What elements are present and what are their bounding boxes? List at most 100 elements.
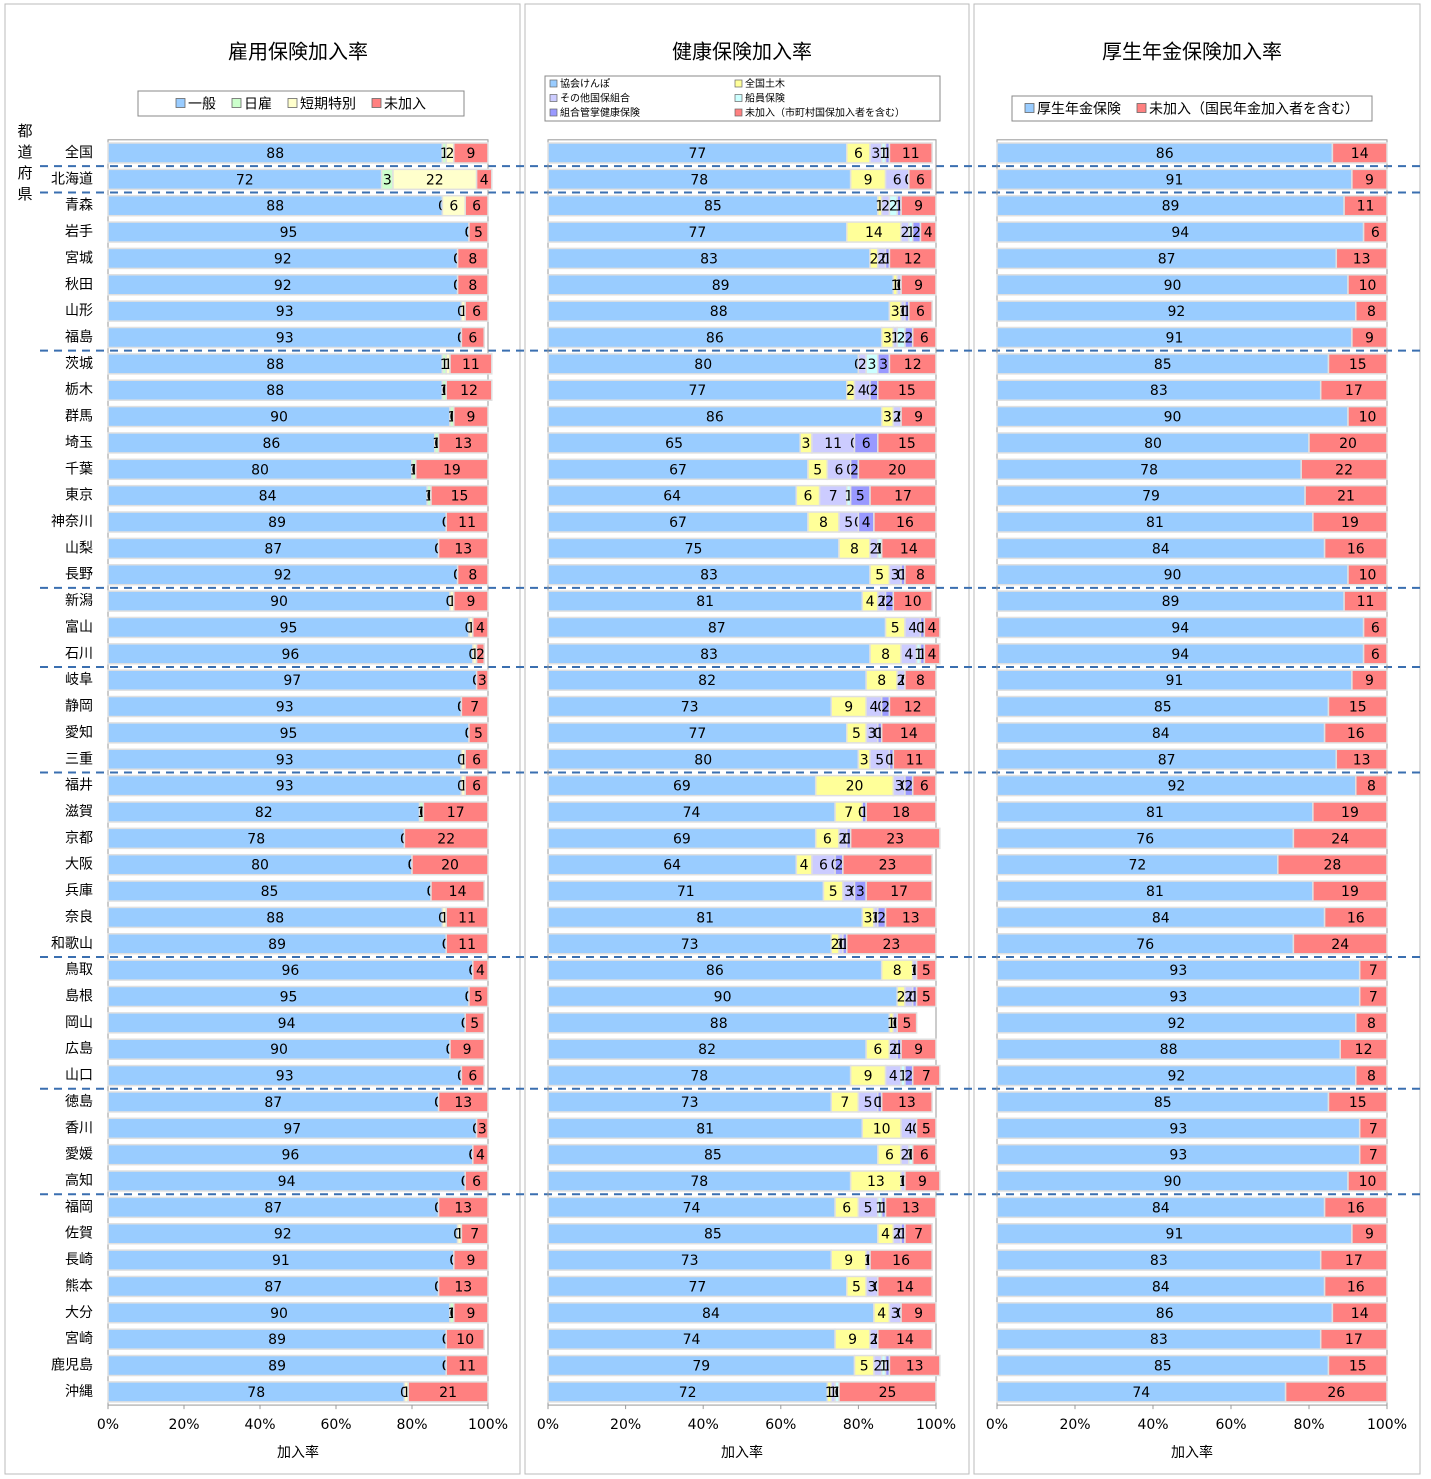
data-label: 6	[873, 1042, 882, 1058]
legend-swatch	[371, 98, 382, 108]
data-label: 9	[1365, 331, 1374, 347]
data-label: 9	[914, 278, 923, 294]
bar-segment	[456, 563, 489, 586]
data-label: 81	[1146, 884, 1164, 900]
data-label: 2	[446, 146, 455, 162]
legend-swatch	[734, 79, 743, 88]
data-label: 88	[266, 357, 284, 373]
bar-segment	[453, 590, 489, 612]
data-label: 2	[835, 858, 844, 874]
data-label: 19	[443, 462, 461, 478]
data-label: 20	[1339, 436, 1357, 452]
y-tick-label: 福井	[65, 778, 93, 794]
bar-segment	[865, 880, 933, 902]
bar-segment	[1308, 432, 1388, 454]
data-label: 1	[825, 1385, 834, 1401]
data-label: 96	[281, 1148, 299, 1164]
data-label: 1	[887, 752, 896, 768]
bar-segment	[1323, 906, 1388, 929]
bar-segment	[888, 142, 933, 164]
bar-segment	[437, 1091, 489, 1113]
data-label: 1	[895, 278, 904, 294]
data-label: 87	[1158, 251, 1176, 267]
data-label: 4	[476, 1148, 485, 1164]
data-label: 1	[440, 146, 449, 162]
data-label: 81	[696, 1121, 714, 1137]
bar-segment	[456, 247, 489, 270]
data-label: 11	[1357, 594, 1375, 610]
bar-segment	[908, 168, 933, 191]
bar-segment	[453, 1249, 489, 1271]
data-label: 91	[1166, 673, 1184, 689]
data-label: 8	[1367, 1069, 1376, 1085]
data-label: 2	[881, 199, 890, 215]
data-label: 3	[868, 1279, 877, 1295]
data-label: 13	[454, 1279, 472, 1295]
data-label: 19	[1341, 884, 1359, 900]
data-label: 3	[864, 910, 873, 926]
y-tick-label: 岩手	[65, 224, 93, 240]
data-label: 2	[897, 673, 906, 689]
data-label: 8	[1367, 304, 1376, 320]
legend-label: 厚生年金保険	[1037, 102, 1121, 118]
bar-segment	[1304, 484, 1388, 507]
data-label: 4	[800, 858, 809, 874]
data-label: 84	[702, 1306, 720, 1322]
data-label: 3	[883, 410, 892, 426]
data-label: 90	[270, 594, 288, 610]
data-label: 6	[449, 199, 458, 215]
data-label: 1	[891, 1016, 900, 1032]
data-label: 1	[899, 1069, 908, 1085]
data-label: 19	[1341, 515, 1359, 531]
data-label: 11	[906, 752, 924, 768]
data-label: 13	[454, 436, 472, 452]
data-label: 15	[1349, 700, 1367, 716]
bar-segment	[888, 695, 937, 718]
bar-segment	[911, 1143, 937, 1166]
data-label: 9	[1365, 1227, 1374, 1243]
data-label: 8	[881, 647, 890, 663]
data-label: 79	[1142, 489, 1160, 505]
data-label: 7	[1369, 990, 1378, 1006]
data-label: 93	[276, 331, 294, 347]
data-label: 6	[920, 779, 929, 795]
data-label: 4	[881, 1227, 890, 1243]
bar-segment	[892, 590, 933, 612]
data-label: 1	[891, 278, 900, 294]
data-label: 1	[871, 910, 880, 926]
data-label: 2	[850, 462, 859, 478]
data-label: 8	[468, 568, 477, 584]
y-tick-label: 京都	[65, 830, 93, 846]
data-label: 92	[1167, 304, 1185, 320]
bar-segment	[403, 827, 489, 850]
data-label: 10	[1359, 278, 1377, 294]
data-label: 78	[1140, 462, 1158, 478]
bar-segment	[900, 1302, 937, 1324]
bar-segment	[1327, 353, 1388, 375]
data-label: 94	[1171, 647, 1189, 663]
data-label: 3	[891, 304, 900, 320]
data-label: 16	[1347, 910, 1365, 926]
plot-frame	[547, 139, 937, 1406]
data-label: 91	[272, 1253, 290, 1269]
data-label: 64	[663, 858, 681, 874]
bar-segment	[415, 458, 489, 481]
bar-segment	[877, 1275, 933, 1298]
data-label: 65	[665, 436, 683, 452]
bar-segment	[1355, 1012, 1388, 1034]
bar-segment	[857, 458, 937, 481]
data-label: 3	[868, 357, 877, 373]
data-label: 90	[1164, 568, 1182, 584]
data-label: 89	[268, 1332, 286, 1348]
y-tick-label: 全国	[65, 144, 93, 161]
bar-segment	[1362, 616, 1388, 639]
data-label: 2	[889, 199, 898, 215]
legend-label: 未加入（市町村国保加入者を含む）	[745, 106, 905, 119]
bar-segment	[1335, 247, 1388, 270]
y-tick-label: 岡山	[65, 1015, 93, 1031]
bar-segment	[475, 669, 489, 691]
data-label: 26	[1327, 1385, 1345, 1401]
data-label: 1	[875, 199, 884, 215]
data-label: 22	[437, 831, 455, 847]
data-label: 9	[864, 1069, 873, 1085]
